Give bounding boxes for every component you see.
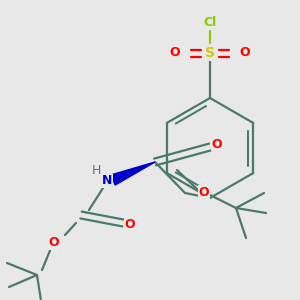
Text: S: S <box>205 46 215 60</box>
Text: O: O <box>170 46 180 59</box>
Text: N: N <box>102 175 112 188</box>
Polygon shape <box>111 162 155 185</box>
Text: O: O <box>240 46 250 59</box>
Text: O: O <box>49 236 59 250</box>
Text: Cl: Cl <box>203 16 217 28</box>
Text: H: H <box>91 164 101 178</box>
Text: O: O <box>212 137 222 151</box>
Text: O: O <box>199 185 209 199</box>
Text: O: O <box>125 218 135 232</box>
